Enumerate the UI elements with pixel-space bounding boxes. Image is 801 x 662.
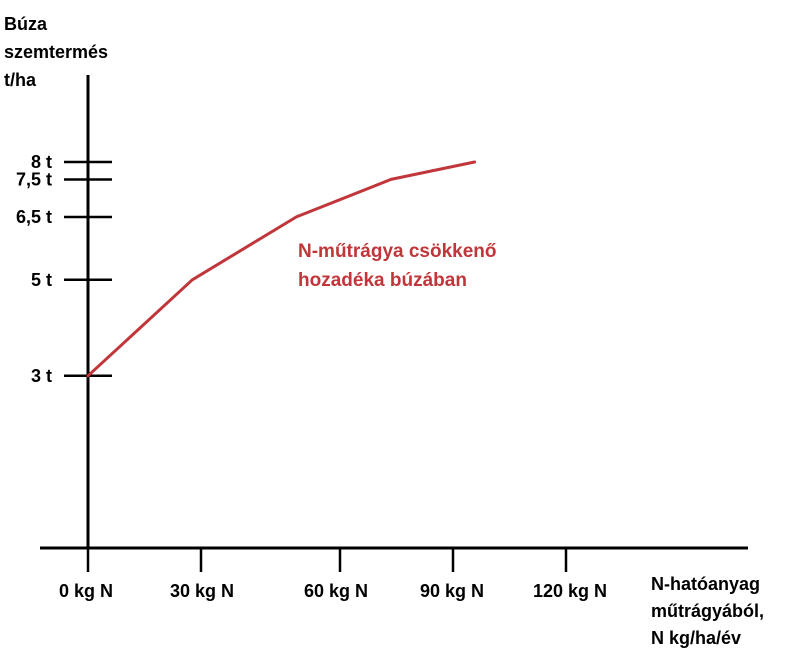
x-tick-label: 120 kg N — [533, 581, 607, 601]
x-ticks: 0 kg N 30 kg N 60 kg N 90 kg N 120 kg N — [59, 548, 607, 601]
x-axis-title-line-2: műtrágyából, — [651, 601, 764, 621]
y-tick-label: 3 t — [31, 366, 52, 386]
x-tick-label: 0 kg N — [59, 581, 113, 601]
x-axis-title-line-1: N-hatóanyag — [651, 574, 760, 594]
y-axis-title-line-1: Búza — [4, 14, 48, 34]
x-tick-label: 90 kg N — [420, 581, 484, 601]
series-layer — [86, 160, 477, 378]
annotation-line-1: N-műtrágya csökkenő — [298, 241, 497, 262]
axes — [40, 75, 748, 550]
y-ticks: 3 t 5 t 6,5 t 7,5 t8 t — [16, 152, 112, 386]
y-tick-label: 5 t — [31, 270, 52, 290]
y-axis-title-line-2: szemtermés — [4, 42, 108, 62]
y-tick-label: 7,5 t — [16, 169, 52, 189]
series-line — [86, 160, 477, 378]
x-tick-label: 30 kg N — [170, 581, 234, 601]
annotation-line-2: hozadéka búzában — [298, 270, 467, 291]
x-axis-title-line-3: N kg/ha/év — [651, 628, 741, 648]
y-tick-label: 8 t — [31, 152, 52, 172]
y-axis-title-line-3: t/ha — [4, 70, 37, 90]
y-tick-label: 6,5 t — [16, 207, 52, 227]
x-tick-label: 60 kg N — [304, 581, 368, 601]
